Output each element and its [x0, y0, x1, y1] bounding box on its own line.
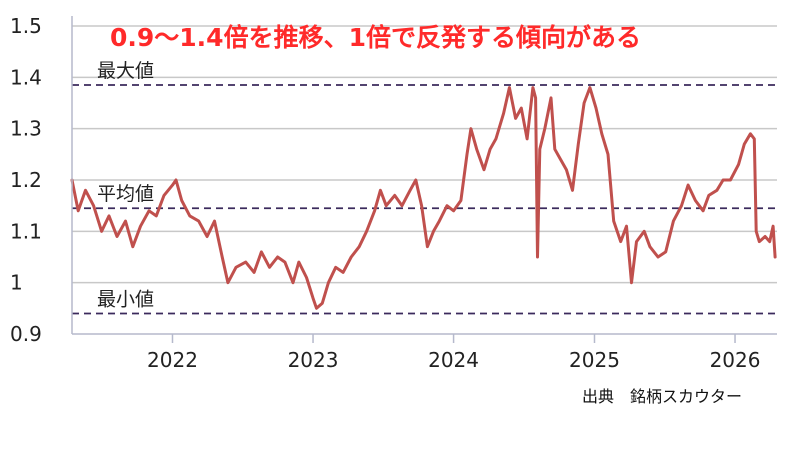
x-tick-label: 2026 [710, 348, 761, 372]
reference-line-label: 最大値 [97, 60, 154, 82]
y-tick-label: 0.9 [10, 322, 42, 346]
x-tick-label: 2022 [147, 348, 198, 372]
y-tick-label: 1.4 [10, 65, 42, 89]
series-line [70, 86, 777, 310]
x-tick-label: 2025 [569, 348, 620, 372]
reference-line-label: 平均値 [97, 183, 154, 205]
reference-line-label: 最小値 [97, 288, 154, 310]
y-tick-label: 1.3 [10, 117, 42, 141]
y-tick-label: 1.5 [10, 14, 42, 38]
grid-lines [72, 25, 777, 284]
x-tick-label: 2023 [288, 348, 339, 372]
series-layer [70, 86, 777, 310]
axes: 1.5 1.4 1.3 1.2 1.1 1 0.9 2022 2023 2024 2025 2026 [10, 14, 777, 372]
y-tick-label: 1 [10, 271, 23, 295]
source-credit: 出典 銘柄スカウター [582, 387, 742, 406]
x-tick-label: 2024 [428, 348, 479, 372]
y-tick-label: 1.2 [10, 168, 42, 192]
y-tick-label: 1.1 [10, 219, 42, 243]
chart-title: 0.9〜1.4倍を推移、1倍で反発する傾向がある [110, 23, 641, 52]
